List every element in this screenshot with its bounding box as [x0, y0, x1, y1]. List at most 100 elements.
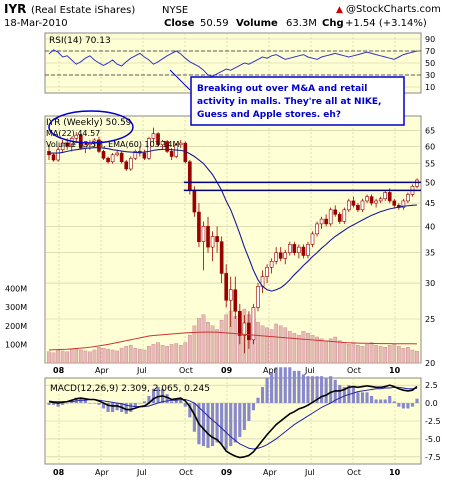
volume-bar [97, 347, 101, 364]
volume-bar [324, 340, 328, 364]
candle-body [292, 244, 297, 253]
macd-histogram-bar [101, 403, 106, 409]
header-change-value: +1.54 (+3.14%) [345, 18, 427, 29]
x-tick-label: Oct [179, 366, 193, 375]
macd-histogram-bar [379, 399, 383, 404]
candle-body [201, 226, 206, 243]
macd-histogram-bar [151, 388, 156, 404]
macd-histogram-bar [310, 376, 315, 404]
price-tick-label: 45 [425, 199, 435, 208]
x-tick-label: Oct [347, 366, 361, 375]
volume-bar [174, 343, 179, 364]
volume-bar [133, 347, 138, 364]
macd-histogram-bar [147, 395, 151, 404]
volume-bar [215, 329, 219, 364]
candle-body [124, 161, 129, 170]
macd-histogram-bar [342, 386, 346, 404]
rsi-tick-label: 30 [425, 71, 435, 80]
candle-body [256, 286, 260, 308]
candle-body [310, 233, 315, 245]
candle-body [287, 244, 292, 253]
macd-histogram-bar [65, 403, 69, 404]
candle-body [192, 190, 197, 213]
candle-body [274, 252, 278, 262]
candle-body [351, 200, 356, 206]
volume-bar [106, 348, 110, 364]
candle-body [74, 134, 79, 139]
volume-bar [51, 352, 56, 364]
macd-histogram-bar [365, 392, 369, 404]
header-source: @StockCharts.com [346, 4, 441, 15]
volume-bar [115, 350, 119, 364]
macd-histogram-bar [388, 395, 392, 404]
candle-body [242, 322, 247, 336]
annotation-line-2: activity in malls. They're all at NIKE, [197, 97, 381, 107]
macd-histogram-bar [74, 397, 78, 404]
ma22-line [49, 147, 418, 292]
volume-bar [119, 347, 124, 364]
macd-histogram-bar [283, 367, 287, 404]
volume-tick-label: 100M [5, 340, 27, 349]
macd-histogram-bar [142, 401, 146, 404]
macd-histogram-bar [138, 403, 142, 404]
volume-bar [319, 338, 324, 364]
macd-histogram-bar [51, 403, 56, 405]
indicator-lines [48, 49, 421, 459]
rsi-tick-label: 70 [425, 47, 435, 56]
volume-bar [197, 318, 201, 364]
macd-histogram-bar [297, 370, 301, 404]
volume-bar [265, 327, 269, 364]
candle-body [169, 151, 174, 157]
volume-bar [342, 342, 347, 364]
x-tick-label: Jul [304, 468, 315, 477]
macd-histogram-bar [383, 399, 387, 404]
macd-histogram-bar [183, 403, 187, 407]
annotation-box [190, 76, 405, 126]
candle-body [333, 209, 338, 215]
header-close-value: 50.59 [200, 18, 229, 29]
x-tick-label: Oct [179, 468, 193, 477]
candle-body [115, 152, 119, 156]
macd-histogram-bar [315, 376, 319, 404]
macd-histogram-bar [179, 399, 183, 404]
volume-tick-label: 400M [5, 285, 27, 294]
candle-body [347, 200, 351, 211]
macd-tick-label: -7.5 [425, 453, 441, 462]
macd-histogram-bar [392, 401, 396, 404]
macd-histogram-bar [111, 403, 115, 413]
rsi-legend: RSI(14) 70.13 [49, 36, 111, 46]
x-tick-label: Jul [136, 366, 147, 375]
candle-body [251, 307, 256, 341]
volume-bar [128, 345, 133, 364]
volume-bar [410, 349, 415, 364]
macd-histogram-bar [324, 378, 328, 404]
header-symbol: IYR [4, 2, 26, 16]
candle-body [210, 236, 215, 248]
volume-bar [396, 346, 401, 364]
volume-bar [169, 344, 174, 364]
header-name: (Real Estate iShares) [31, 5, 135, 16]
macd-histogram-bar [369, 395, 374, 404]
volume-bar [333, 336, 338, 364]
candle-body [283, 252, 288, 259]
candle-body [265, 266, 269, 277]
macd-signal-line [48, 386, 418, 450]
candle-body [324, 218, 328, 225]
candle-body [51, 154, 56, 161]
macd-histogram-bar [156, 386, 160, 404]
source-arrow-icon: ▲ [336, 5, 343, 15]
rsi-tick-label: 10 [425, 83, 435, 92]
volume-bar [274, 323, 278, 364]
x-tick-label: Jul [304, 366, 315, 375]
macd-histogram-bar [170, 401, 174, 404]
volume-bar [138, 348, 142, 364]
x-tick-label: 09 [221, 468, 233, 477]
header-date: 18-Mar-2010 [4, 18, 68, 29]
macd-histogram-bar [106, 403, 110, 413]
macd-histogram-bar [270, 372, 274, 404]
volume-tick-label: 200M [5, 322, 27, 331]
header-exchange: NYSE [162, 5, 188, 16]
volume-bar [165, 346, 169, 364]
volume-bar [360, 346, 365, 364]
